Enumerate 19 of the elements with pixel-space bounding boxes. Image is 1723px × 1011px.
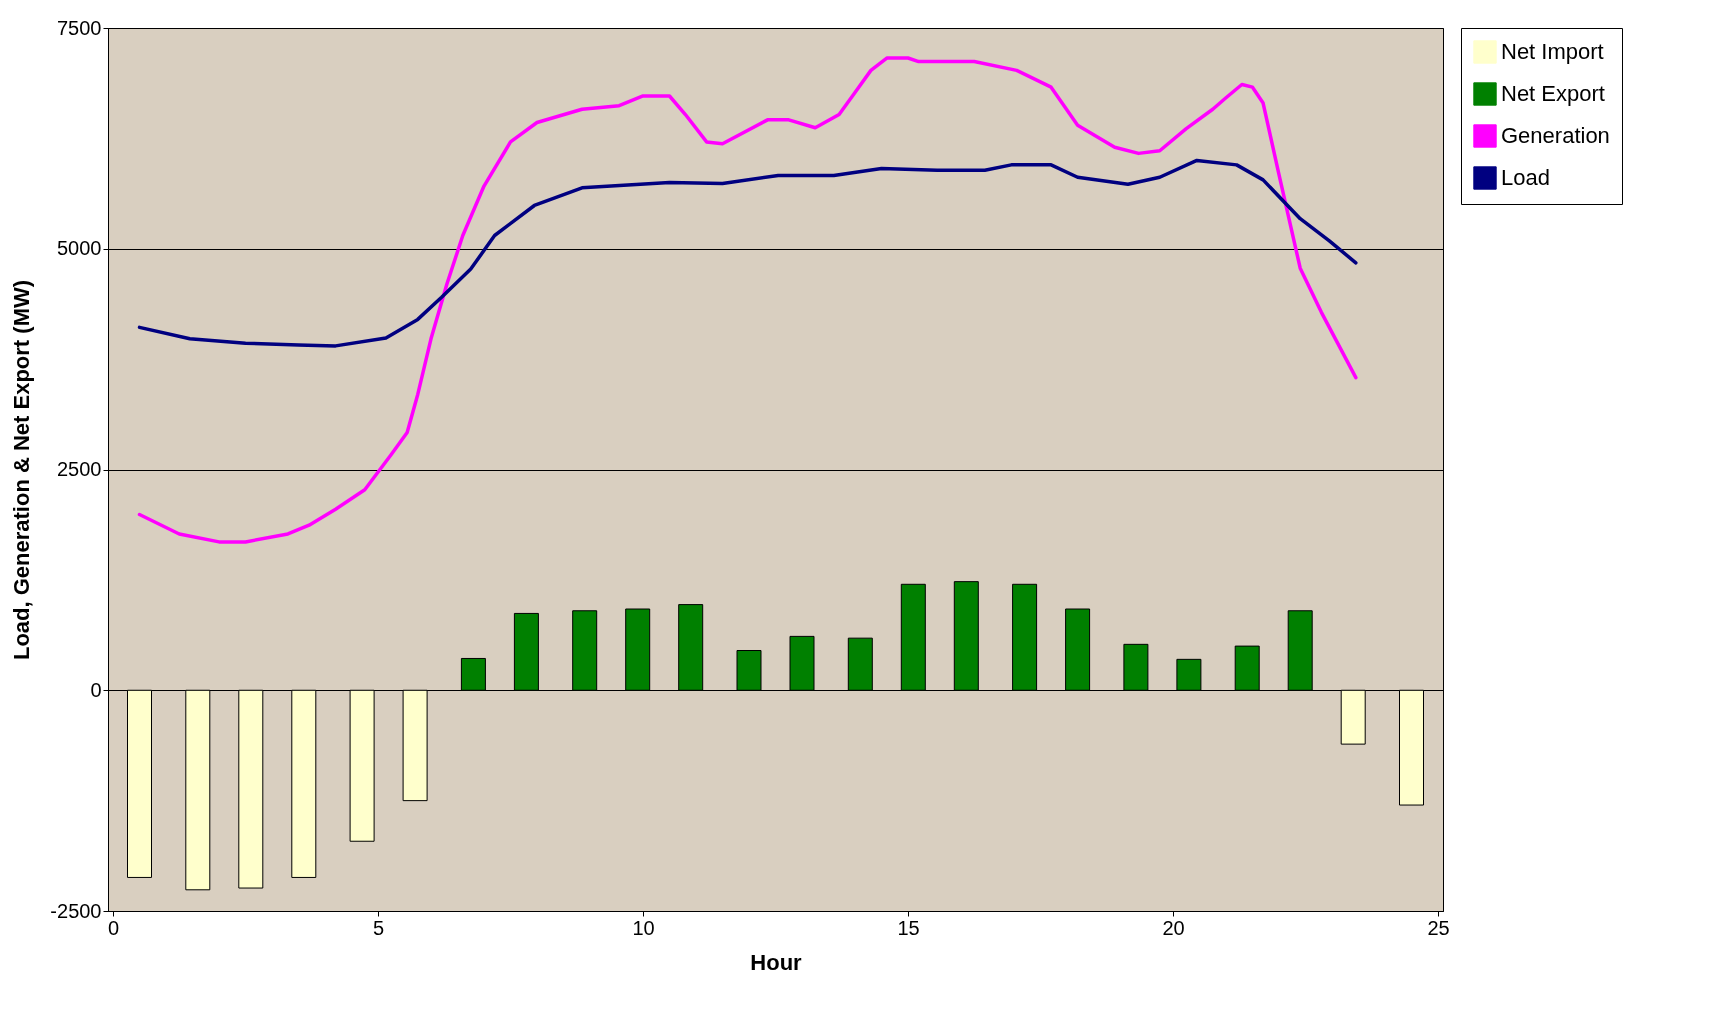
line-series: [137, 158, 1358, 348]
x-tick-label: 5: [372, 916, 385, 939]
x-tick-label: 15: [897, 916, 920, 939]
legend-label: Net Import: [1501, 39, 1604, 64]
y-tick-label: 2500: [57, 458, 102, 480]
x-tick-label: 10: [632, 916, 655, 939]
line-series: [137, 56, 1358, 544]
y-tick-label: 7500: [57, 16, 102, 39]
x-tick-label: 20: [1162, 916, 1185, 939]
y-axis-title: Load, Generation & Net Export (MW): [9, 279, 35, 661]
y-tick-label: -2500: [50, 899, 102, 922]
y-tick-label: 0: [90, 678, 102, 701]
legend-label: Generation: [1501, 123, 1610, 148]
legend-label: Load: [1501, 165, 1550, 190]
x-tick-label: 25: [1427, 916, 1450, 939]
y-tick-label: 5000: [57, 237, 102, 260]
legend-label: Net Export: [1501, 81, 1605, 106]
x-axis-title: Hour: [750, 949, 803, 975]
x-tick-label: 0: [107, 916, 120, 939]
